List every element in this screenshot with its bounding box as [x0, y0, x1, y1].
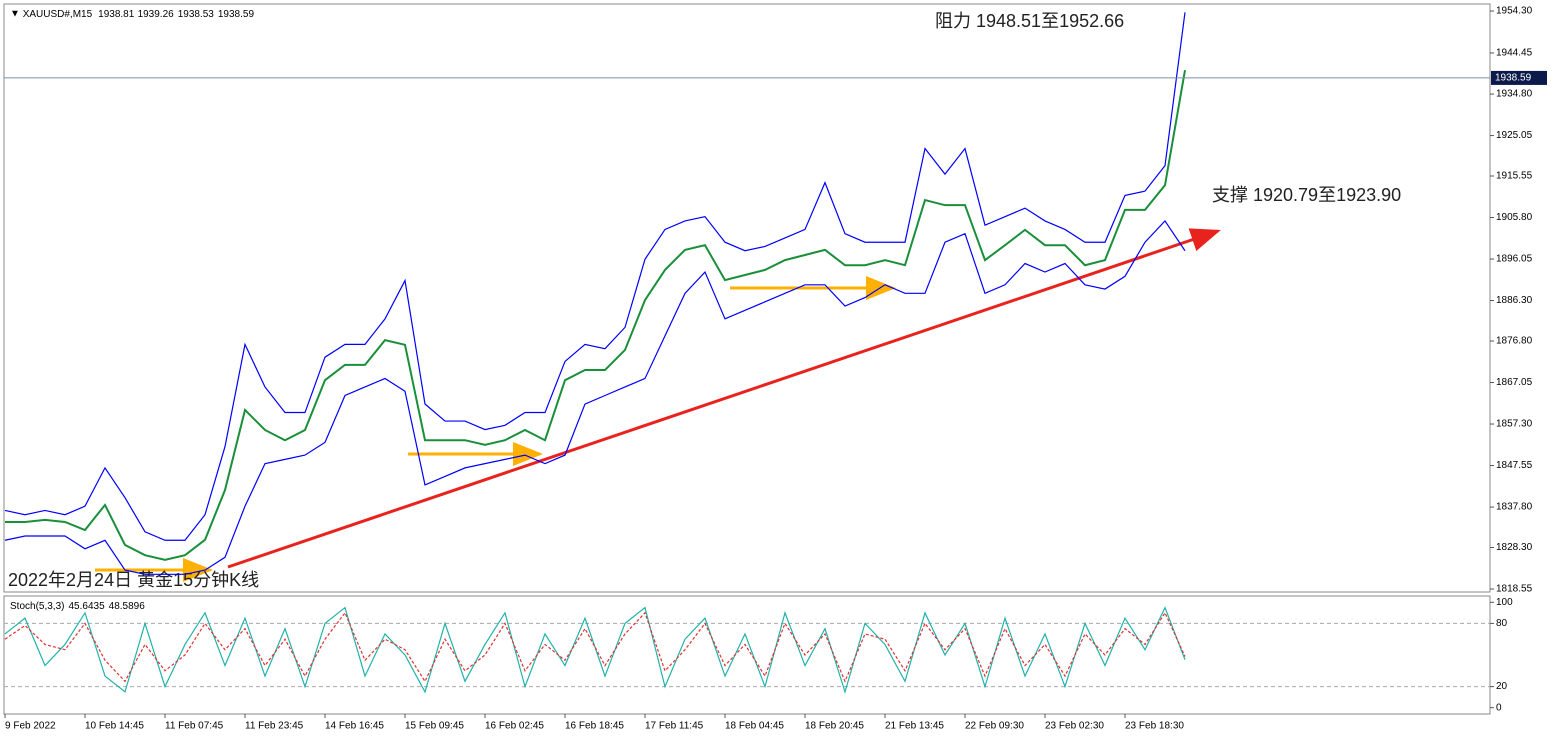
current-price-label: 1938.59 — [1495, 73, 1532, 84]
stoch-line — [4, 611, 1186, 683]
support-note: 支撑 1920.79至1923.90 — [1212, 185, 1401, 205]
x-tick-label: 17 Feb 11:45 — [645, 721, 704, 732]
header: ▼ XAUUSD#,M15 1938.81 1939.26 1938.53 1938.5… — [10, 9, 254, 20]
x-tick-label: 21 Feb 13:45 — [885, 721, 944, 732]
x-tick-label: 9 Feb 2022 — [5, 721, 56, 732]
y-tick-label: 1925.05 — [1496, 130, 1533, 141]
x-tick-label: 16 Feb 18:45 — [565, 721, 624, 732]
stoch-panel — [3, 595, 1491, 715]
stoch-header: Stoch(5,3,3) 45.6435 48.5896 — [10, 601, 145, 612]
y-tick-label: 80 — [1496, 618, 1508, 629]
price-line — [5, 70, 1186, 561]
x-tick-label: 18 Feb 20:45 — [805, 721, 864, 732]
y-tick-label: 1837.80 — [1496, 502, 1533, 513]
x-tick-label: 14 Feb 16:45 — [325, 721, 384, 732]
y-tick-label: 1876.80 — [1496, 336, 1533, 347]
y-tick-label: 1828.30 — [1496, 542, 1533, 553]
x-tick-label: 10 Feb 14:45 — [85, 721, 144, 732]
support-trend-arrow — [227, 228, 1221, 569]
y-tick-label: 1905.80 — [1496, 212, 1533, 223]
y-tick-label: 1847.55 — [1496, 460, 1533, 471]
high: 1939.26 — [138, 9, 175, 20]
stoch-main: 45.6435 — [68, 601, 105, 612]
y-tick-label: 0 — [1496, 702, 1502, 713]
main-panel — [3, 3, 1491, 593]
open: 1938.81 — [98, 9, 135, 20]
y-tick-label: 100 — [1496, 597, 1513, 608]
y-tick-label: 1934.80 — [1496, 89, 1533, 100]
y-tick-label: 1867.05 — [1496, 377, 1533, 388]
y-tick-label: 1896.05 — [1496, 254, 1533, 265]
y-tick-label: 1944.45 — [1496, 48, 1533, 59]
x-tick-label: 11 Feb 23:45 — [245, 721, 304, 732]
x-tick-label: 16 Feb 02:45 — [485, 721, 544, 732]
y-tick-label: 1818.55 — [1496, 584, 1533, 595]
stoch-signal: 48.5896 — [109, 601, 146, 612]
low: 1938.53 — [178, 9, 215, 20]
x-tick-label: 23 Feb 02:30 — [1045, 721, 1104, 732]
price-line — [4, 219, 1186, 575]
y-tick-label: 1886.30 — [1496, 295, 1533, 306]
x-tick-label: 22 Feb 09:30 — [965, 721, 1024, 732]
x-tick-label: 11 Feb 07:45 — [165, 721, 224, 732]
y-tick-label: 1915.55 — [1496, 171, 1533, 182]
price-line — [4, 12, 1186, 541]
resistance-note: 阻力 1948.51至1952.66 — [935, 11, 1124, 31]
price-tag — [1491, 70, 1547, 85]
y-tick-label: 20 — [1496, 681, 1508, 692]
stoch-title: Stoch(5,3,3) — [10, 601, 64, 612]
stoch-line — [4, 606, 1186, 694]
y-tick-label: 1857.30 — [1496, 419, 1533, 430]
y-tick-label: 1954.30 — [1496, 6, 1533, 17]
x-tick-label: 18 Feb 04:45 — [725, 721, 784, 732]
x-tick-label: 23 Feb 18:30 — [1125, 721, 1184, 732]
x-tick-label: 15 Feb 09:45 — [405, 721, 464, 732]
chart-title: 2022年2月24日 黄金15分钟K线 — [8, 570, 259, 590]
symbol: XAUUSD#,M15 — [23, 9, 93, 20]
close: 1938.59 — [218, 9, 255, 20]
